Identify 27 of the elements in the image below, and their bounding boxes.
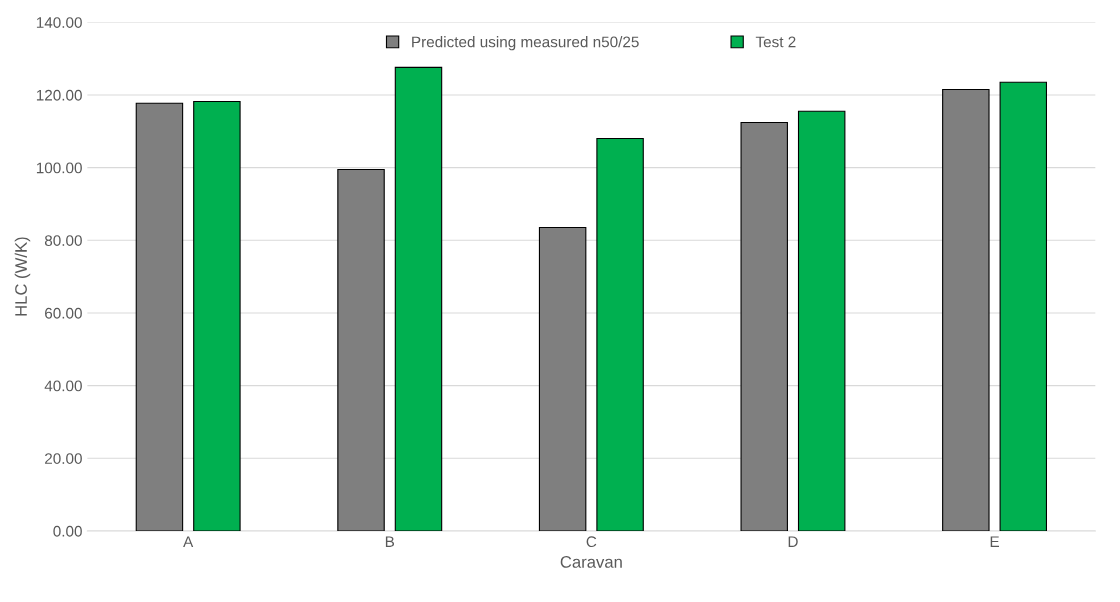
bar — [942, 88, 990, 531]
y-tick-label: 120.00 — [36, 89, 82, 101]
bar — [797, 110, 846, 531]
bar — [538, 227, 587, 531]
legend-label: Predicted using measured n50/25 — [412, 36, 639, 51]
bar — [596, 137, 644, 531]
y-tick-label: 100.00 — [36, 162, 82, 174]
y-tick-label: 0.00 — [53, 525, 82, 537]
x-axis-title: Caravan — [560, 556, 622, 568]
y-axis-title: HLC (W/K) — [14, 237, 31, 316]
y-tick-label: 80.00 — [44, 235, 82, 246]
bar — [337, 168, 385, 531]
y-tick-label: 140.00 — [36, 17, 82, 28]
x-tick-label: C — [586, 536, 597, 548]
bar — [999, 81, 1048, 531]
legend-label: Test 2 — [755, 36, 796, 48]
x-tick-label: A — [183, 536, 194, 547]
bar — [740, 122, 788, 531]
x-tick-label: B — [385, 536, 395, 547]
x-tick-label: E — [990, 536, 999, 547]
y-tick-label: 40.00 — [44, 380, 82, 392]
bar — [193, 100, 241, 531]
x-tick-label: D — [788, 536, 798, 547]
y-tick-label: 60.00 — [45, 307, 82, 319]
y-tick-label: 20.00 — [45, 453, 82, 464]
bar — [135, 102, 184, 531]
bar — [394, 66, 443, 531]
